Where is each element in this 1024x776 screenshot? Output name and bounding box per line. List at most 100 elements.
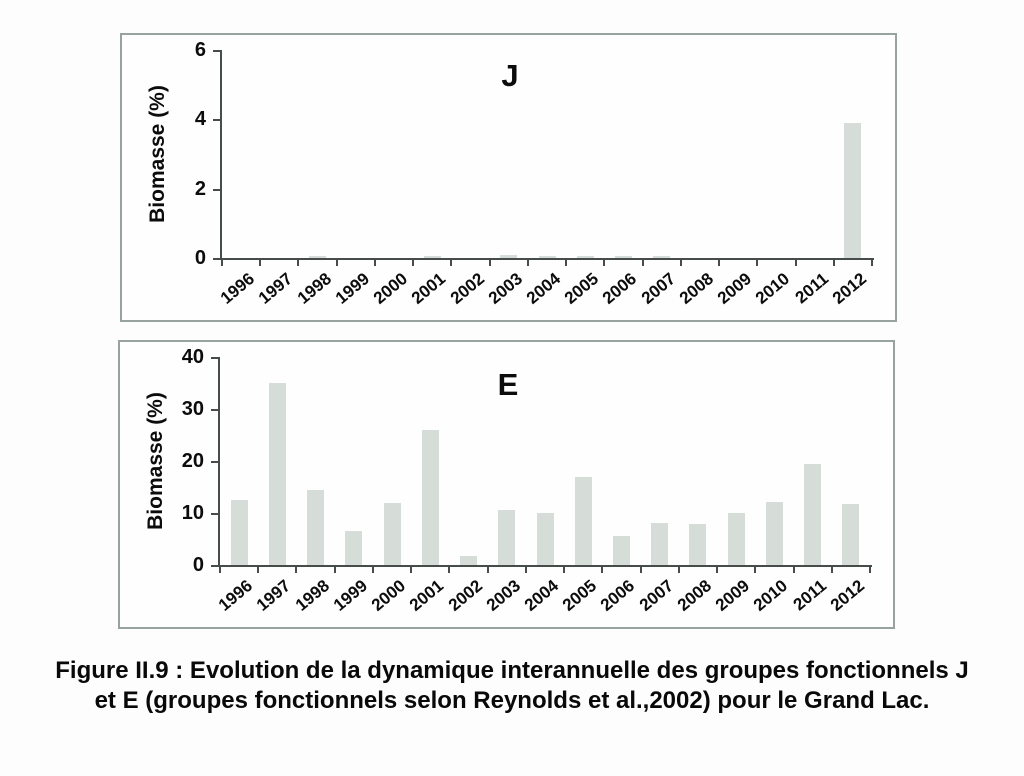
bar-2000 [384,503,401,565]
x-axis-tick [257,567,259,573]
x-axis-tick [718,260,720,266]
x-axis-label-2005: 2005 [561,269,603,308]
x-axis-label-2009: 2009 [714,269,756,308]
chart-e-title: E [497,367,519,402]
x-axis-tick [410,567,412,573]
bar-2008 [689,524,706,565]
figure-caption-line-2: et E (groupes fonctionnels selon Reynold… [94,687,930,714]
x-axis-label-2003: 2003 [485,269,527,308]
x-axis-tick [412,260,414,266]
x-axis-tick [527,260,529,266]
x-axis-label-1997: 1997 [253,576,295,615]
x-axis-label-2006: 2006 [597,576,639,615]
y-axis-tick-label: 6 [194,39,206,61]
x-axis-label-2001: 2001 [408,269,450,308]
x-axis-tick [716,567,718,573]
x-axis-tick [448,567,450,573]
chart-j-frame: J Biomasse (%) 0 2 4 6 1996 1997 1998 1999 2000 2… [120,33,897,322]
x-axis-label-2002: 2002 [447,269,489,308]
bar-2003 [498,510,515,565]
x-axis-tick [756,260,758,266]
x-axis-tick [372,567,374,573]
y-axis-tick [211,513,218,515]
y-axis-tick-label: 40 [181,346,204,368]
bar-2004 [539,256,556,258]
x-axis-label-1998: 1998 [292,576,334,615]
x-axis-line [220,258,874,260]
x-axis-label-1997: 1997 [255,269,297,308]
x-axis-label-2004: 2004 [521,576,563,615]
x-axis-tick [259,260,261,266]
x-axis-label-2009: 2009 [712,576,754,615]
bar-1999 [345,531,362,565]
bar-2003 [500,255,517,258]
x-axis-tick [754,567,756,573]
x-axis-tick [678,567,680,573]
x-axis-label-2003: 2003 [483,576,525,615]
bar-2007 [651,523,668,565]
x-axis-label-2007: 2007 [636,576,678,615]
bar-2005 [577,256,594,258]
y-axis-tick [213,258,220,260]
bar-2006 [613,536,630,565]
bar-2012 [842,504,859,565]
chart-j-title: J [501,58,519,93]
x-axis-label-2008: 2008 [674,576,716,615]
y-axis-tick-label: 30 [181,398,204,420]
x-axis-tick [295,567,297,573]
x-axis-line [218,565,872,567]
x-axis-label-2008: 2008 [676,269,718,308]
x-axis-label-2002: 2002 [445,576,487,615]
bar-1997 [269,383,286,565]
x-axis-tick [525,567,527,573]
x-axis-label-2010: 2010 [752,269,794,308]
x-axis-tick [336,260,338,266]
y-axis-tick-label: 20 [181,450,204,472]
y-axis-tick [211,461,218,463]
x-axis-label-2000: 2000 [368,576,410,615]
bar-2010 [766,502,783,565]
bar-2004 [537,513,554,565]
x-axis-label-1996: 1996 [215,576,257,615]
x-axis-label-2012: 2012 [827,576,869,615]
x-axis-tick [565,260,567,266]
bar-2005 [575,477,592,565]
y-axis-tick [211,409,218,411]
y-axis-tick-label: 0 [194,247,206,269]
x-axis-label-2005: 2005 [559,576,601,615]
y-axis-tick [213,119,220,121]
y-axis-tick-label: 4 [194,108,206,130]
x-axis-label-2004: 2004 [523,269,565,308]
y-axis-tick-label: 10 [181,502,204,524]
x-axis-tick [489,260,491,266]
x-axis-tick [487,567,489,573]
x-axis-tick [219,567,221,573]
x-axis-label-2012: 2012 [829,269,871,308]
x-axis-tick [833,260,835,266]
x-axis-label-1996: 1996 [217,269,259,308]
x-axis-label-2010: 2010 [750,576,792,615]
x-axis-tick [221,260,223,266]
x-axis-tick [831,567,833,573]
x-axis-tick [297,260,299,266]
bar-2012 [844,123,861,258]
figure-caption-line-1: Figure II.9 : Evolution de la dynamique … [55,657,969,684]
figure-caption: Figure II.9 : Evolution de la dynamique … [0,656,1024,716]
bar-1996 [231,500,248,565]
bar-2006 [615,256,632,258]
bar-2002 [460,556,477,565]
y-axis-tick [211,565,218,567]
bar-2011 [804,464,821,565]
y-axis-tick-label: 2 [194,178,206,200]
chart-e-frame: E Biomasse (%) 0 10 20 30 40 1996 1997 1998 1999… [118,340,895,629]
x-axis-tick [795,260,797,266]
x-axis-label-2006: 2006 [599,269,641,308]
x-axis-tick [793,567,795,573]
x-axis-label-2007: 2007 [638,269,680,308]
x-axis-tick [450,260,452,266]
x-axis-label-1998: 1998 [294,269,336,308]
x-axis-label-2000: 2000 [370,269,412,308]
x-axis-tick [374,260,376,266]
x-axis-label-1999: 1999 [332,269,374,308]
y-axis-line [218,357,220,567]
